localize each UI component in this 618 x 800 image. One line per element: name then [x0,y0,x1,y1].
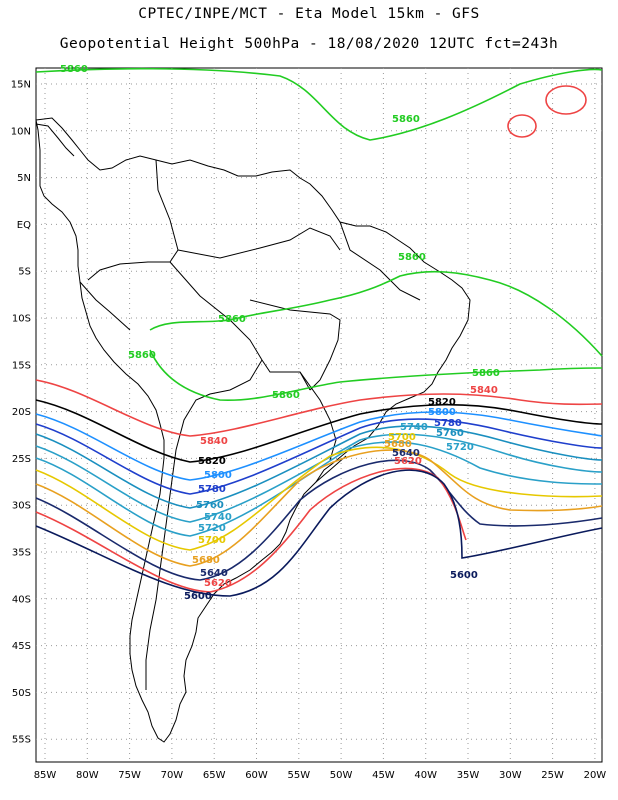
contour-label: 5820 [428,397,456,408]
contour-5720 [35,441,603,537]
lon-tick-label: 35W [457,770,480,781]
lon-tick-label: 45W [372,770,395,781]
contour-5760 [35,425,603,509]
lon-tick-label: 20W [584,770,607,781]
contour-label: 5820 [198,456,226,467]
contour-5680 [35,449,603,567]
geopotential-contours [35,67,603,597]
lon-tick-label: 80W [76,770,99,781]
contour-5860-east [329,270,603,357]
lat-tick-label: 15N [11,80,31,91]
contour-5640 [35,459,603,581]
lat-tick-label: 55S [12,735,31,746]
lon-tick-label: 65W [203,770,226,781]
contour-label: 5860 [60,64,88,75]
contour-5700 [35,446,603,551]
lon-tick-label: 55W [287,770,310,781]
contour-label: 5600 [450,570,478,581]
lon-tick-label: 85W [34,770,57,781]
lon-tick-label: 30W [499,770,522,781]
contour-label: 5720 [198,523,226,534]
axis-ticks: 15N 10N 5N EQ 5S 10S 15S 20S 25S 30S 35S 40S 45S 50S 5… [11,80,607,782]
contour-label: 5860 [272,390,300,401]
contour-5800 [35,411,603,481]
central-america-coast [35,123,75,157]
border-brazil-north [177,227,341,259]
contour-5820 [35,399,603,463]
contour-label: 5860 [128,350,156,361]
south-america-outline [35,117,471,743]
contour-label: 5700 [198,535,226,546]
lon-tick-label: 40W [414,770,437,781]
lat-tick-label: 45S [12,641,31,652]
lat-tick-label: 40S [12,594,31,605]
contour-label: 5860 [218,314,246,325]
lat-tick-label: 10S [12,314,31,325]
contour-label: 5840 [470,385,498,396]
contour-label: 5740 [204,512,232,523]
contour-label: 5780 [434,418,462,429]
contour-5860-central [149,349,603,401]
border-amazon [339,221,421,301]
contour-5740 [35,433,603,523]
contour-label: 5600 [184,591,212,602]
contour-label: 5720 [446,442,474,453]
contour-label: 5860 [392,114,420,125]
lat-tick-label: EQ [17,220,31,231]
contour-5780 [35,418,603,495]
lat-tick-label: 10N [11,126,31,137]
lat-tick-label: 50S [12,688,31,699]
contour-label: 5640 [200,568,228,579]
contour-5860-closed-1 [545,85,587,115]
lon-tick-label: 25W [541,770,564,781]
contour-label: 5640 [392,448,420,459]
lat-tick-label: 20S [12,407,31,418]
contour-label: 5620 [204,578,232,589]
contour-label: 5680 [192,555,220,566]
contour-label: 5700 [388,432,416,443]
coastlines [35,117,471,743]
lat-tick-label: 30S [12,501,31,512]
contour-5860-north [35,67,603,141]
border-brazil-west [249,299,341,391]
border-peru-bolivia [169,261,311,391]
contour-label: 5800 [204,470,232,481]
lat-tick-label: 35S [12,548,31,559]
border-chile-argentina [145,359,263,690]
lon-tick-label: 75W [118,770,141,781]
contour-label: 5740 [400,422,428,433]
contour-5860-west [149,299,331,331]
map-frame [35,67,603,763]
contour-label: 5780 [198,484,226,495]
contour-label: 5620 [394,456,422,467]
contour-label: 5860 [472,368,500,379]
contour-label: 5680 [384,439,412,450]
contour-5600 [35,469,603,597]
lat-tick-label: 25S [12,454,31,465]
lat-tick-label: 5N [17,173,31,184]
contour-label: 5860 [398,252,426,263]
lon-tick-label: 50W [330,770,353,781]
border-ecuador [79,281,131,331]
contour-label: 5760 [436,428,464,439]
contour-label: 5840 [200,436,228,447]
lat-tick-label: 5S [18,267,31,278]
lon-tick-label: 60W [245,770,268,781]
graticule [36,68,602,762]
lon-tick-label: 70W [161,770,184,781]
contour-5860-closed-2 [507,114,537,138]
contour-labels: 5860 5860 5860 5860 5860 5860 5860 5840 5840 5820… [60,64,500,602]
border-uruguay [315,455,347,483]
contour-label: 5800 [428,407,456,418]
map-subtitle: Geopotential Height 500hPa - 18/08/2020 … [59,36,559,52]
lat-tick-label: 15S [12,360,31,371]
contour-5840 [35,379,603,437]
contour-label: 5760 [196,500,224,511]
map-title: CPTEC/INPE/MCT - Eta Model 15km - GFS [138,6,480,22]
